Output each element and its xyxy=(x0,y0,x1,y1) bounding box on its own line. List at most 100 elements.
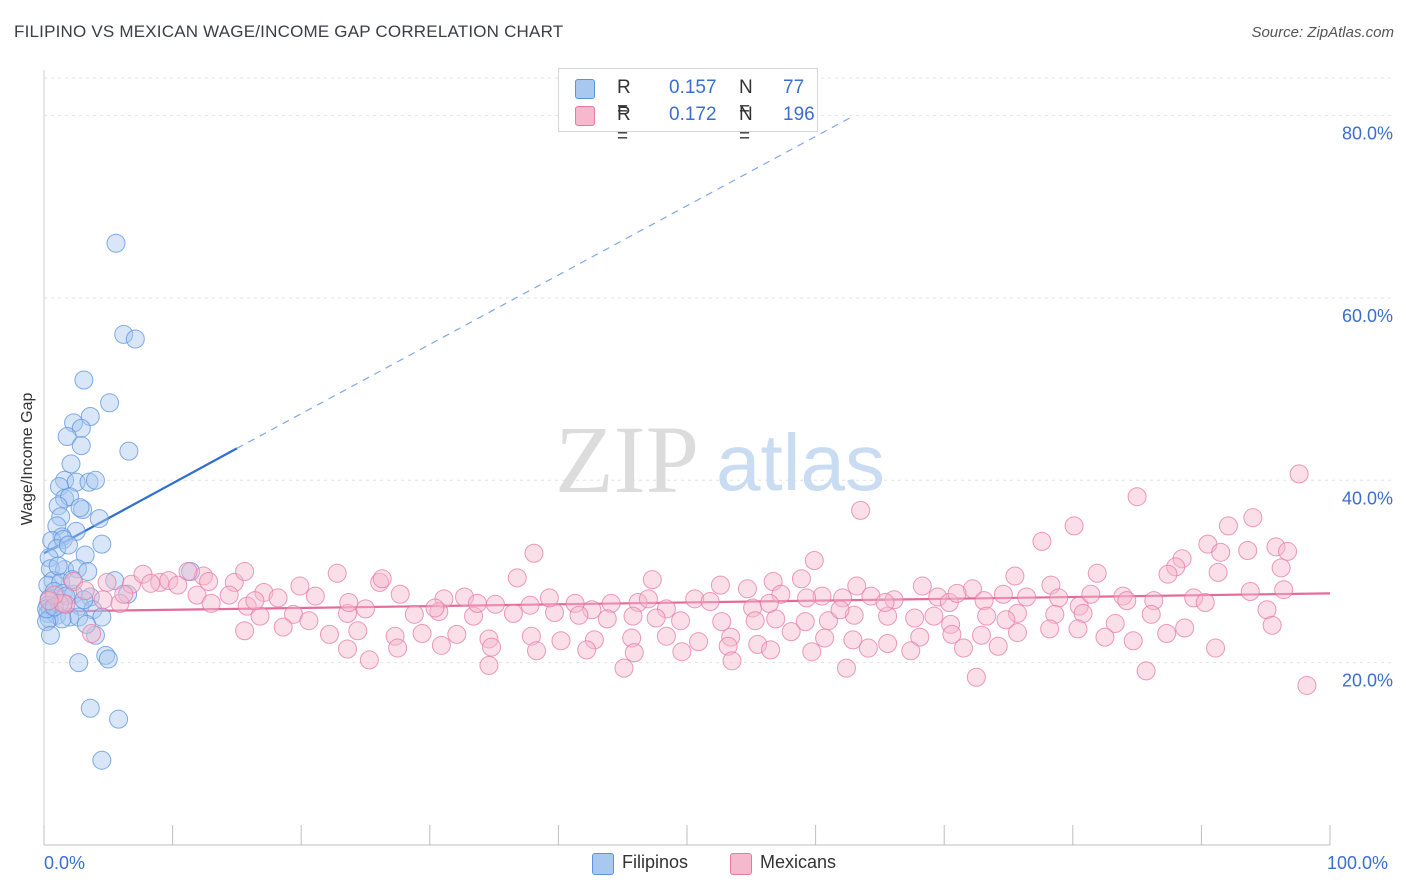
mexican-point xyxy=(962,579,982,599)
filipinos-swatch xyxy=(575,79,595,99)
legend-n-value: 77 xyxy=(783,77,805,98)
mexican-point xyxy=(912,576,932,596)
mexican-point xyxy=(82,623,102,643)
mexican-point xyxy=(901,641,921,661)
mexican-point xyxy=(737,579,757,599)
filipino-point xyxy=(96,645,116,665)
mexican-point xyxy=(833,588,853,608)
mexican-point xyxy=(1095,627,1115,647)
legend-n-value: 196 xyxy=(783,104,815,125)
x-tick-label-min: 0.0% xyxy=(44,853,86,873)
y-tick-label: 40.0% xyxy=(1342,488,1393,508)
mexican-point xyxy=(1238,541,1258,560)
mexican-point xyxy=(199,572,219,591)
mexican-point xyxy=(193,566,213,586)
filipinos-points xyxy=(37,233,201,770)
axes xyxy=(43,70,1331,846)
filipino-point xyxy=(49,477,69,497)
mexican-point xyxy=(646,608,666,628)
mexican-point xyxy=(910,627,930,647)
mexican-point xyxy=(114,584,134,604)
mexican-point xyxy=(337,639,357,659)
mexican-point xyxy=(235,561,255,581)
mexican-point xyxy=(1262,615,1282,635)
mexican-point xyxy=(327,563,347,583)
mexican-point xyxy=(1005,566,1025,586)
filipino-point xyxy=(52,609,72,629)
filipino-point xyxy=(76,614,96,634)
mexican-point xyxy=(356,599,375,619)
mexican-point xyxy=(268,588,288,608)
correlation-legend: R = 0.157 N = 77 R = 0.172 N = 196 xyxy=(558,68,818,147)
y-axis-label: Wage/Income Gap xyxy=(19,392,36,526)
mexican-point xyxy=(520,595,540,615)
mexican-point xyxy=(93,590,113,610)
mexican-point xyxy=(390,584,410,604)
mexican-point xyxy=(75,581,95,601)
mexican-point xyxy=(429,602,449,622)
mexican-point xyxy=(187,585,207,605)
mexican-point xyxy=(656,626,676,646)
filipino-point xyxy=(40,559,60,579)
mexican-point xyxy=(638,589,658,609)
mexican-point xyxy=(971,625,991,645)
mexican-point xyxy=(464,606,484,626)
mexican-point xyxy=(479,655,499,675)
mexican-point xyxy=(1008,603,1028,623)
mexican-point xyxy=(1087,563,1107,583)
mexican-point xyxy=(791,569,811,589)
filipino-point xyxy=(71,436,91,456)
mexican-point xyxy=(802,642,822,662)
mexican-point xyxy=(993,584,1013,604)
mexican-point xyxy=(1032,531,1052,551)
mexican-point xyxy=(797,588,817,608)
mexican-point xyxy=(1208,562,1228,582)
filipino-point xyxy=(71,418,91,438)
mexican-point xyxy=(235,621,255,641)
mexican-point xyxy=(795,612,815,632)
mexican-point xyxy=(815,628,835,648)
mexican-point xyxy=(804,551,824,571)
filipino-point xyxy=(40,625,60,645)
mexican-point xyxy=(584,630,604,650)
mexican-point xyxy=(623,606,643,626)
y-tick-label: 60.0% xyxy=(1342,306,1393,326)
mexican-point xyxy=(521,626,541,646)
mexican-point xyxy=(861,586,881,606)
mexican-point xyxy=(836,658,856,678)
mexican-point xyxy=(539,588,559,608)
mexican-point xyxy=(974,591,994,611)
mexican-point xyxy=(601,593,621,613)
y-tick-labels: 20.0% 40.0% 60.0% 80.0% xyxy=(1342,124,1393,691)
mexican-point xyxy=(1064,516,1084,536)
mexican-point xyxy=(858,638,878,658)
mexican-point xyxy=(947,583,967,603)
filipino-point xyxy=(80,698,100,718)
watermark: ZIP atlas xyxy=(555,406,885,513)
mexican-point xyxy=(1257,600,1277,620)
mexican-point xyxy=(672,642,692,662)
mexican-point xyxy=(168,575,188,595)
filipino-point xyxy=(48,496,68,516)
y-axis-label-wrap: Wage/Income Gap xyxy=(8,360,48,560)
mexican-point xyxy=(1136,661,1156,681)
mexican-point xyxy=(1127,487,1147,507)
mexican-point xyxy=(597,609,617,629)
mexican-point xyxy=(1141,604,1161,624)
mexican-point xyxy=(781,622,801,642)
mexican-point xyxy=(577,640,597,660)
legend-r-value: 0.157 xyxy=(669,77,717,98)
mexican-point xyxy=(1211,542,1231,562)
mexican-point xyxy=(372,569,392,589)
mexican-point xyxy=(1068,619,1088,639)
mexican-point xyxy=(1081,584,1101,604)
mexican-point xyxy=(485,594,505,614)
mexican-point xyxy=(569,605,589,625)
mexican-point xyxy=(844,605,864,625)
filipino-point xyxy=(74,370,94,390)
y-tick-label: 80.0% xyxy=(1342,124,1393,144)
mexican-point xyxy=(953,638,973,658)
mexican-point xyxy=(425,598,445,618)
mexican-point xyxy=(1166,557,1186,577)
mexican-point xyxy=(339,592,359,612)
